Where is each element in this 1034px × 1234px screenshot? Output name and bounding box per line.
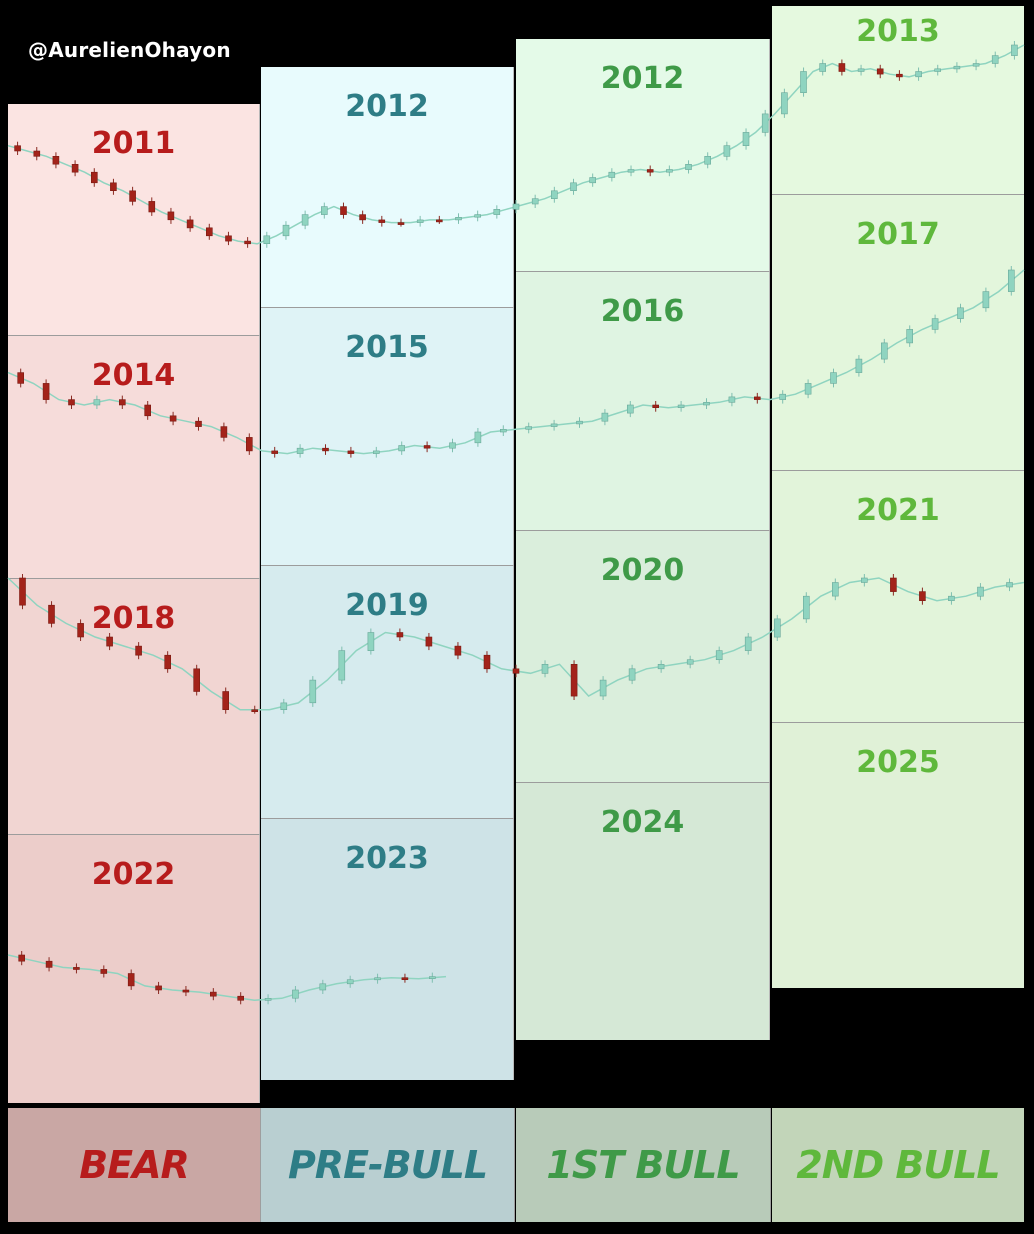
year-label: 2011 bbox=[91, 126, 176, 161]
year-label: 2017 bbox=[856, 217, 940, 252]
phase-label-bear: BEAR bbox=[8, 1108, 261, 1222]
year-label: 2019 bbox=[345, 588, 429, 623]
cycle-cell-bear-1: 2014 bbox=[8, 335, 260, 578]
year-label: 2013 bbox=[856, 14, 940, 49]
year-label: 2025 bbox=[856, 745, 940, 780]
cycle-cell-prebull-0: 2012 bbox=[261, 67, 514, 307]
year-label: 2023 bbox=[345, 841, 429, 876]
year-label: 2014 bbox=[91, 358, 176, 393]
cycle-cell-bull2-0: 2013 bbox=[772, 6, 1024, 194]
year-label: 2016 bbox=[600, 294, 685, 329]
cycle-cell-bull2-2: 2021 bbox=[772, 470, 1024, 722]
cycle-cell-prebull-1: 2015 bbox=[261, 307, 514, 565]
cycle-cell-prebull-2: 2019 bbox=[261, 565, 514, 818]
year-label: 2018 bbox=[91, 601, 176, 636]
year-label: 2012 bbox=[345, 89, 429, 124]
cycle-cell-bull1-0: 2012 bbox=[516, 39, 770, 271]
phase-label-prebull: PRE-BULL bbox=[261, 1108, 515, 1222]
phase-label-bull2: 2ND BULL bbox=[772, 1108, 1024, 1222]
cycle-cell-prebull-3: 2023 bbox=[261, 818, 514, 1080]
year-label: 2022 bbox=[91, 857, 176, 892]
phase-label-bull1: 1ST BULL bbox=[516, 1108, 771, 1222]
year-label: 2012 bbox=[600, 61, 685, 96]
cycle-cell-bull1-1: 2016 bbox=[516, 271, 770, 530]
watermark: @AurelienOhayon bbox=[28, 38, 231, 62]
year-label: 2015 bbox=[345, 330, 429, 365]
cycle-cell-bull1-3: 2024 bbox=[516, 782, 770, 1040]
year-label: 2024 bbox=[600, 805, 685, 840]
year-label: 2020 bbox=[600, 553, 685, 588]
cycle-cell-bear-2: 2018 bbox=[8, 578, 260, 834]
cycle-cell-bull1-2: 2020 bbox=[516, 530, 770, 782]
cycle-cell-bear-3: 2022 bbox=[8, 834, 260, 1103]
cycle-cell-bear-0: 2011 bbox=[8, 104, 260, 335]
year-label: 2021 bbox=[856, 493, 940, 528]
cycle-cell-bull2-1: 2017 bbox=[772, 194, 1024, 470]
cycle-cell-bull2-3: 2025 bbox=[772, 722, 1024, 988]
